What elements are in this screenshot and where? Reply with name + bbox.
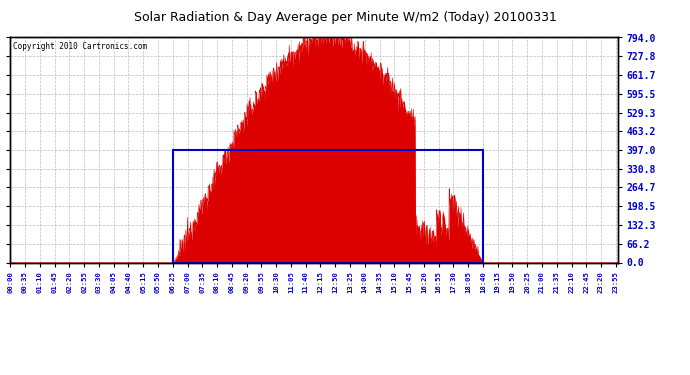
- Text: Copyright 2010 Cartronics.com: Copyright 2010 Cartronics.com: [13, 42, 148, 51]
- Bar: [173, 150, 484, 262]
- Text: Solar Radiation & Day Average per Minute W/m2 (Today) 20100331: Solar Radiation & Day Average per Minute…: [134, 11, 556, 24]
